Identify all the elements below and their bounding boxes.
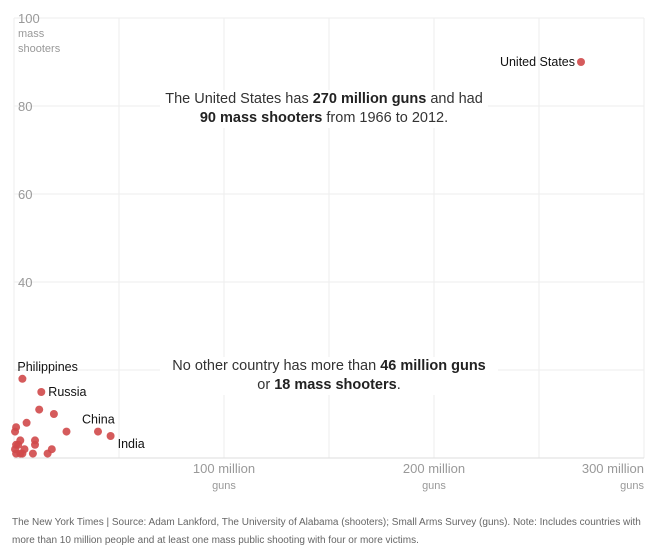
- data-point: [47, 445, 56, 454]
- data-point: [18, 374, 27, 383]
- data-point: [94, 427, 102, 436]
- annotation-others: No other country has more than 46 millio…: [160, 357, 498, 395]
- scatter-chart: 100 mass shooters 80 60 40 100 million guns 200 …: [11, 11, 645, 492]
- point-label: Philippines: [17, 360, 77, 374]
- annot-text: The United States has: [165, 91, 313, 107]
- y-tick-label: 60: [18, 187, 32, 202]
- y-tick-label: 80: [18, 99, 32, 114]
- y-tick-label: 100: [18, 11, 40, 26]
- x-tick-label: 300 million: [582, 461, 644, 476]
- point-label: India: [118, 437, 145, 451]
- data-point: [22, 418, 31, 427]
- point-label: United States: [500, 55, 575, 69]
- point-label: China: [82, 413, 115, 427]
- annot-bold: 270 million guns: [312, 91, 427, 107]
- annot-bold: 90 mass shooters: [199, 110, 323, 126]
- x-tick-label: 200 million: [403, 461, 465, 476]
- data-point: [31, 436, 39, 445]
- annot-text: No other country has more than: [172, 358, 381, 374]
- annot-text: and had: [426, 91, 483, 107]
- y-axis-label: mass: [18, 28, 45, 40]
- data-point: [577, 58, 585, 66]
- data-point: [106, 432, 115, 440]
- data-point: [12, 423, 21, 432]
- annot-text: .: [396, 377, 401, 393]
- footer-source: The New York Times | Source: Adam Lankfo…: [12, 517, 641, 546]
- y-axis-label: shooters: [18, 43, 61, 55]
- data-point: [28, 449, 37, 458]
- data-point: [62, 427, 71, 436]
- data-point: [49, 410, 58, 418]
- annot-bold: 46 million guns: [380, 358, 486, 374]
- x-tick-label: 100 million: [193, 461, 255, 476]
- x-axis-label: guns: [620, 480, 644, 492]
- x-axis-label: guns: [212, 480, 236, 492]
- annot-bold: 18 mass shooters: [274, 377, 397, 393]
- x-axis-label: guns: [422, 480, 446, 492]
- y-tick-label: 40: [18, 275, 32, 290]
- data-point: [35, 405, 44, 414]
- data-point: [16, 436, 25, 445]
- annot-text: from 1966 to 2012.: [322, 110, 449, 126]
- annotation-us: The United States has 270 million guns a…: [160, 90, 488, 128]
- data-point: [16, 449, 25, 458]
- point-label: Russia: [48, 385, 86, 399]
- annot-text: or: [257, 377, 275, 393]
- data-point: [37, 388, 46, 396]
